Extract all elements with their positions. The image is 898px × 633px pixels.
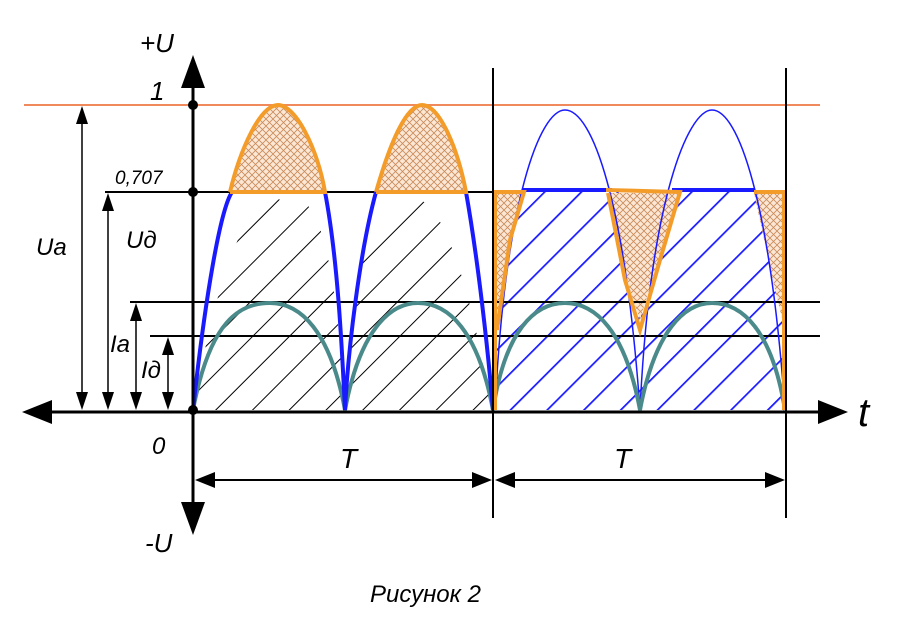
label-ua: Ua	[36, 234, 67, 261]
label-period-2: T	[614, 443, 633, 474]
clipped-outline-left	[228, 102, 469, 194]
label-period-1: T	[340, 443, 359, 474]
label-id: Iд	[141, 357, 161, 384]
voltage-curve-left	[191, 190, 495, 411]
label-ia: Ia	[110, 331, 130, 358]
period-2-dimension	[495, 472, 785, 488]
label-plus-u: +U	[140, 28, 174, 58]
ud-dimension	[102, 193, 114, 410]
figure-caption: Рисунок 2	[370, 581, 481, 608]
t-axis-arrow-left-icon	[22, 400, 52, 424]
ia-dimension	[130, 303, 142, 410]
clipped-outline-right	[493, 188, 786, 410]
hatched-area-left	[193, 199, 490, 410]
level-dot-1	[188, 100, 198, 110]
level-dot-0	[188, 405, 198, 415]
label-t-axis: t	[858, 391, 871, 435]
ua-dimension	[76, 106, 88, 410]
label-one: 1	[150, 76, 164, 106]
u-axis-arrow-down-icon	[181, 502, 205, 535]
level-dot-0707	[188, 187, 198, 197]
label-zero: 0	[152, 433, 166, 460]
id-dimension	[162, 337, 174, 410]
period-1-dimension	[195, 472, 492, 488]
u-axis-arrow-up-icon	[181, 55, 205, 88]
t-axis-arrow-right-icon	[818, 400, 848, 424]
label-ud: Uд	[126, 227, 157, 254]
label-0707: 0,707	[115, 168, 164, 189]
label-minus-u: -U	[145, 528, 173, 558]
